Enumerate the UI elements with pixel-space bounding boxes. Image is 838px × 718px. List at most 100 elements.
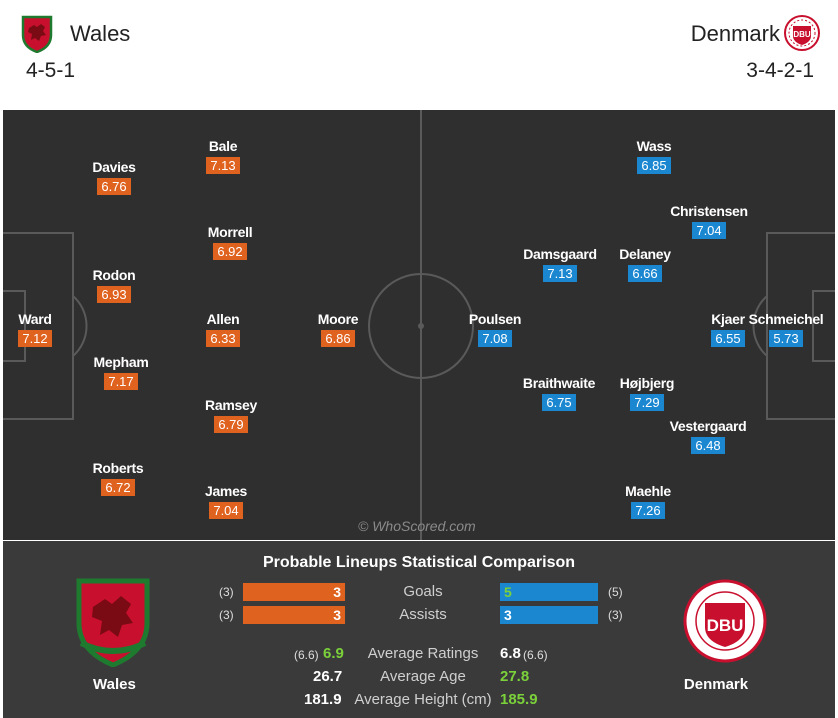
player-rating: 6.48 <box>691 437 725 454</box>
avg-ratings-home-total: (6.6) <box>294 648 319 662</box>
wales-crest-large-icon <box>76 578 150 667</box>
match-header: Wales 4-5-1 Denmark DBU 3-4-2-1 <box>0 0 838 108</box>
player-maehle[interactable]: Maehle 7.26 <box>598 482 698 520</box>
player-ward[interactable]: Ward 7.12 <box>3 310 85 348</box>
player-kjaer[interactable]: Kjaer 6.55 <box>678 310 778 348</box>
player-name: Mepham <box>93 354 149 370</box>
player-roberts[interactable]: Roberts 6.72 <box>68 459 168 497</box>
player-name: Rodon <box>92 267 136 283</box>
avg-ratings-home-value: 6.9 <box>323 645 344 662</box>
player-rodon[interactable]: Rodon 6.93 <box>64 266 164 304</box>
player-rating: 7.26 <box>631 502 665 519</box>
stats-away-team: Denmark <box>683 676 749 693</box>
player-name: Morrell <box>207 224 253 240</box>
player-braithwaite[interactable]: Braithwaite 6.75 <box>509 374 609 412</box>
player-rating: 7.13 <box>206 157 240 174</box>
player-rating: 6.85 <box>637 157 671 174</box>
player-james[interactable]: James 7.04 <box>176 482 276 520</box>
player-bale[interactable]: Bale 7.13 <box>173 137 273 175</box>
home-formation: 4-5-1 <box>26 59 76 82</box>
stats-comparison-panel: Probable Lineups Statistical Comparison … <box>3 541 835 718</box>
player-name: Ward <box>18 311 52 327</box>
player-wass[interactable]: Wass 6.85 <box>604 137 704 175</box>
player-rating: 5.73 <box>769 330 803 347</box>
player-name: Christensen <box>670 203 748 219</box>
assists-away-total: (3) <box>608 608 623 622</box>
goals-away-total: (5) <box>608 585 623 599</box>
avg-age-home-value: 26.7 <box>313 668 343 685</box>
player-schmeichel[interactable]: Schmeichel 5.73 <box>736 310 835 348</box>
player-poulsen[interactable]: Poulsen 7.08 <box>445 310 545 348</box>
player-ramsey[interactable]: Ramsey 6.79 <box>181 396 281 434</box>
goals-label: Goals <box>403 583 443 600</box>
player-damsgaard[interactable]: Damsgaard 7.13 <box>510 245 610 283</box>
stats-title: Probable Lineups Statistical Comparison <box>262 554 576 571</box>
player-name: Bale <box>208 138 238 154</box>
denmark-crest-icon: DBU <box>784 15 820 51</box>
player-name: Kjaer <box>711 311 745 327</box>
player-rating: 7.04 <box>692 222 726 239</box>
home-team-name: Wales <box>70 21 131 46</box>
assists-home-total: (3) <box>219 608 234 622</box>
watermark: © WhoScored.com <box>358 518 476 534</box>
avg-age-away-value: 27.8 <box>500 668 530 685</box>
player-moore[interactable]: Moore 6.86 <box>288 310 388 348</box>
player-rating: 7.29 <box>630 394 664 411</box>
player-name: Roberts <box>92 460 144 476</box>
assists-away-bar: 3 <box>500 606 598 624</box>
player-rating: 7.08 <box>478 330 512 347</box>
player-name: Højbjerg <box>619 375 675 391</box>
assists-home-bar: 3 <box>243 606 345 624</box>
player-name: Braithwaite <box>522 375 596 391</box>
pitch: Ward 7.12 Davies 6.76 Rodon 6.93 Mepham … <box>3 110 835 540</box>
avg-ratings-away-value: 6.8 <box>500 645 521 662</box>
player-mepham[interactable]: Mepham 7.17 <box>71 353 171 391</box>
avg-height-label: Average Height (cm) <box>354 691 492 708</box>
player-name: James <box>204 483 248 499</box>
goals-home-value: 3 <box>333 584 341 600</box>
player-rating: 7.12 <box>18 330 52 347</box>
assists-away-value: 3 <box>504 607 512 623</box>
player-delaney[interactable]: Delaney 6.66 <box>595 245 695 283</box>
player-name: Maehle <box>625 483 671 499</box>
goals-away-value: 5 <box>504 584 512 600</box>
svg-text:DBU: DBU <box>793 30 811 39</box>
player-davies[interactable]: Davies 6.76 <box>64 158 164 196</box>
player-rating: 6.33 <box>206 330 240 347</box>
player-name: Ramsey <box>205 397 257 413</box>
pitch-markings <box>3 110 835 540</box>
player-hojbjerg[interactable]: Højbjerg 7.29 <box>597 374 697 412</box>
player-rating: 7.13 <box>543 265 577 282</box>
player-name: Allen <box>206 311 240 327</box>
player-rating: 6.55 <box>711 330 745 347</box>
stats-home-team: Wales <box>93 676 136 693</box>
player-vestergaard[interactable]: Vestergaard 6.48 <box>658 417 758 455</box>
player-morrell[interactable]: Morrell 6.92 <box>180 223 280 261</box>
player-name: Vestergaard <box>669 418 747 434</box>
player-rating: 7.17 <box>104 373 138 390</box>
player-rating: 6.75 <box>542 394 576 411</box>
player-rating: 7.04 <box>209 502 243 519</box>
player-allen[interactable]: Allen 6.33 <box>173 310 273 348</box>
player-rating: 6.92 <box>213 243 247 260</box>
avg-ratings-label: Average Ratings <box>367 645 479 662</box>
avg-age-label: Average Age <box>380 668 466 685</box>
assists-label: Assists <box>399 606 447 623</box>
player-christensen[interactable]: Christensen 7.04 <box>659 202 759 240</box>
away-team-name: Denmark <box>690 21 780 46</box>
player-rating: 6.66 <box>628 265 662 282</box>
avg-height-home-value: 181.9 <box>304 691 342 708</box>
player-name: Damsgaard <box>523 246 597 262</box>
player-name: Moore <box>317 311 359 327</box>
avg-height-away-value: 185.9 <box>500 691 538 708</box>
player-rating: 6.76 <box>97 178 131 195</box>
player-rating: 6.93 <box>97 286 131 303</box>
player-name: Schmeichel <box>748 311 824 327</box>
wales-crest-icon <box>21 15 53 53</box>
svg-text:DBU: DBU <box>707 616 744 635</box>
player-name: Wass <box>636 138 672 154</box>
goals-away-bar: 5 <box>500 583 598 601</box>
player-rating: 6.86 <box>321 330 355 347</box>
assists-home-value: 3 <box>333 607 341 623</box>
avg-ratings-away-total: (6.6) <box>523 648 548 662</box>
